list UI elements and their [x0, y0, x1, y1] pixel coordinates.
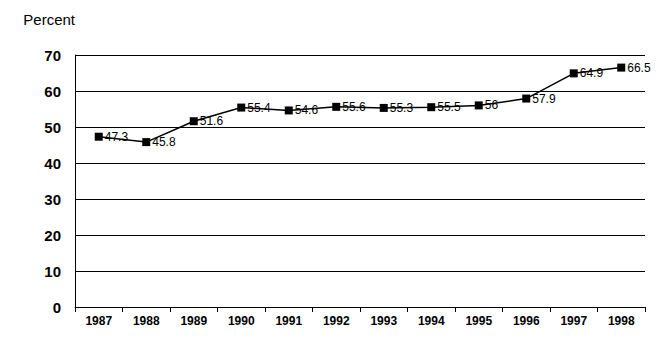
svg-text:1998: 1998: [608, 314, 635, 328]
svg-text:55.5: 55.5: [437, 100, 461, 114]
svg-text:55.3: 55.3: [390, 101, 414, 115]
svg-text:64.9: 64.9: [580, 66, 604, 80]
svg-text:51.6: 51.6: [200, 114, 224, 128]
svg-text:50: 50: [44, 119, 61, 136]
svg-text:1996: 1996: [513, 314, 540, 328]
svg-text:55.4: 55.4: [247, 101, 271, 115]
svg-text:66.5: 66.5: [627, 61, 651, 75]
svg-text:1988: 1988: [133, 314, 160, 328]
svg-text:1991: 1991: [275, 314, 302, 328]
svg-text:10: 10: [44, 263, 61, 280]
svg-text:1990: 1990: [228, 314, 255, 328]
svg-text:70: 70: [44, 47, 61, 64]
svg-text:1992: 1992: [323, 314, 350, 328]
svg-text:40: 40: [44, 155, 61, 172]
svg-text:1987: 1987: [85, 314, 112, 328]
svg-text:55.6: 55.6: [342, 100, 366, 114]
svg-text:56: 56: [485, 98, 499, 112]
svg-text:1993: 1993: [370, 314, 397, 328]
svg-text:1995: 1995: [465, 314, 492, 328]
svg-text:54.6: 54.6: [295, 103, 319, 117]
svg-text:1997: 1997: [560, 314, 587, 328]
svg-text:30: 30: [44, 191, 61, 208]
svg-text:20: 20: [44, 227, 61, 244]
svg-text:57.9: 57.9: [532, 92, 556, 106]
svg-text:47.3: 47.3: [105, 130, 129, 144]
svg-text:1994: 1994: [418, 314, 445, 328]
svg-text:60: 60: [44, 83, 61, 100]
svg-text:Percent: Percent: [23, 11, 76, 28]
svg-text:1989: 1989: [180, 314, 207, 328]
svg-text:0: 0: [53, 299, 61, 316]
svg-text:45.8: 45.8: [152, 135, 176, 149]
